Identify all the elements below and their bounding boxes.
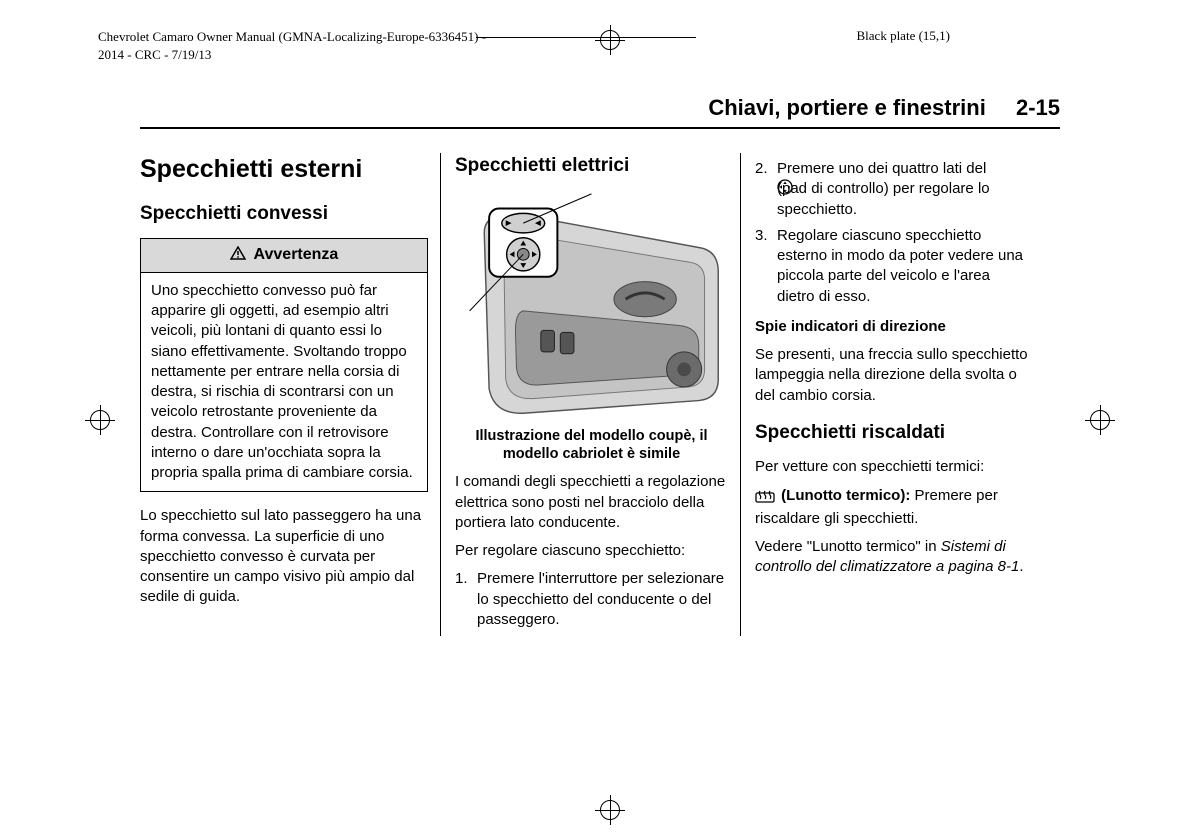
subheading-indicators: Spie indicatori di direzione: [755, 317, 1028, 337]
reg-right-v: [1100, 405, 1101, 435]
warning-title: Avvertenza: [254, 246, 339, 263]
section-heading-mirrors: Specchietti esterni: [140, 153, 428, 187]
door-panel-figure: [455, 191, 728, 421]
page-number: 2-15: [1016, 95, 1060, 120]
step-2-text: Premere uno dei quattro lati del (pad di…: [777, 159, 1028, 220]
steps-list-a: 1. Premere l'interruttore per selezionar…: [455, 569, 728, 630]
meta-line2: 2014 - CRC - 7/19/13: [98, 46, 486, 64]
reg-bottom-v: [610, 795, 611, 825]
warning-box: Avvertenza Uno specchietto convesso può …: [140, 238, 428, 492]
subheading-heated: Specchietti riscaldati: [755, 420, 1028, 446]
reg-left-v: [100, 405, 101, 435]
step-1-text: Premere l'interruttore per selezionare l…: [477, 569, 728, 630]
step-number: 1.: [455, 569, 477, 630]
convex-paragraph: Lo specchietto sul lato passeggero ha un…: [140, 506, 428, 607]
warning-head: Avvertenza: [141, 239, 427, 273]
heated-xref: Vedere "Lunotto termico" in Sistemi di c…: [755, 537, 1028, 578]
heated-paragraph-1: Per vetture con specchietti termici:: [755, 457, 1028, 477]
page-header: Chiavi, portiere e finestrini 2-15: [140, 95, 1060, 129]
subheading-power: Specchietti elettrici: [455, 153, 728, 179]
heated-paragraph-2: (Lunotto termico): Premere per riscaldar…: [755, 486, 1028, 530]
column-3: 2. Premere uno dei quattro lati del (pad…: [740, 153, 1040, 636]
reg-top-v: [610, 25, 611, 55]
indicators-paragraph: Se presenti, una freccia sullo specchiet…: [755, 345, 1028, 406]
power-paragraph-1: I comandi degli specchietti a regolazion…: [455, 472, 728, 533]
column-2: Specchietti elettrici: [440, 153, 740, 636]
steps-list-b: 2. Premere uno dei quattro lati del (pad…: [755, 159, 1028, 307]
step-3-text: Regolare ciascuno specchietto esterno in…: [777, 226, 1028, 307]
doc-meta: Chevrolet Camaro Owner Manual (GMNA-Loca…: [98, 28, 486, 63]
plate-label: Black plate (15,1): [857, 28, 951, 44]
meta-line1: Chevrolet Camaro Owner Manual (GMNA-Loca…: [98, 29, 486, 44]
defog-label-bold: (Lunotto termico):: [781, 487, 910, 504]
power-paragraph-2: Per regolare ciascuno specchietto:: [455, 541, 728, 561]
subheading-convex: Specchietti convessi: [140, 201, 428, 227]
step-number: 2.: [755, 159, 777, 220]
warning-triangle-icon: [230, 245, 246, 267]
chapter-title: Chiavi, portiere e finestrini: [708, 95, 986, 120]
warning-body: Uno specchietto convesso può far apparir…: [141, 273, 427, 492]
column-1: Specchietti esterni Specchietti convessi…: [140, 153, 440, 636]
step-number: 3.: [755, 226, 777, 307]
figure-caption: Illustrazione del modello coupè, il mode…: [455, 427, 728, 465]
control-pad-icon: [777, 179, 793, 201]
page-body: Chiavi, portiere e finestrini 2-15 Specc…: [140, 95, 1060, 636]
rear-defog-icon: [755, 489, 775, 509]
